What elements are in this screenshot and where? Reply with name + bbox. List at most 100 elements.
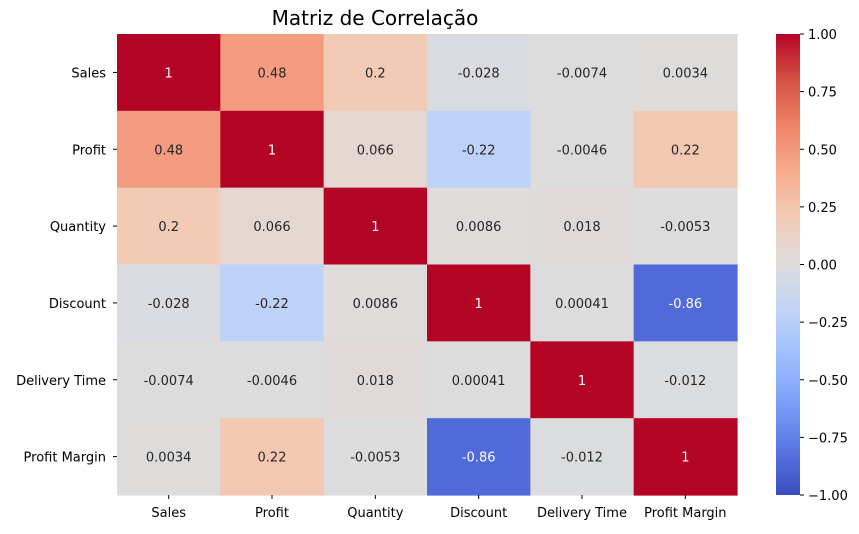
heatmap-cell (220, 110, 325, 189)
cell-label: -0.0074 (144, 374, 194, 389)
heatmap-cell (323, 341, 428, 419)
cell-label: -0.028 (458, 66, 500, 81)
cell-label: 0.018 (563, 220, 600, 235)
x-axis-ticks: Sales Profit Quantity Discount Delivery Time… (151, 495, 727, 521)
heatmap-cell (530, 418, 635, 496)
cell-label: -0.0074 (557, 66, 607, 81)
heatmap-cell (633, 187, 738, 266)
x-tick-label: Sales (151, 506, 186, 521)
x-tick-label: Quantity (347, 506, 403, 521)
colorbar-tick-label: 0.25 (808, 201, 837, 216)
x-tick-label: Profit (255, 506, 289, 521)
heatmap-cell (530, 264, 635, 342)
heatmap-cells (117, 34, 738, 496)
cell-label: 0.00041 (452, 374, 506, 389)
cell-label: -0.86 (462, 451, 496, 466)
x-tick-label: Profit Margin (644, 506, 726, 521)
cell-label: -0.22 (255, 297, 289, 312)
y-tick-label: Quantity (50, 220, 106, 235)
colorbar-tick-label: −0.25 (808, 316, 848, 331)
y-tick-label: Profit (72, 143, 106, 158)
cell-label: -0.86 (669, 297, 703, 312)
heatmap-cell (530, 187, 635, 266)
chart-title: Matriz de Correlação (272, 6, 479, 30)
cell-label: 1 (475, 297, 483, 312)
heatmap-cell (220, 187, 325, 266)
x-tick-label: Discount (450, 506, 507, 521)
heatmap-cell (427, 187, 531, 266)
colorbar-tick-label: 0.50 (808, 143, 837, 158)
heatmap-cell (323, 418, 428, 496)
colorbar: 1.00 0.75 0.50 0.25 0.00 −0.25 −0.50 −0.75 −1.00 (776, 28, 848, 504)
x-tick-label: Delivery Time (537, 506, 627, 521)
heatmap-cell (220, 264, 325, 342)
cell-label: 0.066 (357, 143, 394, 158)
y-tick-label: Delivery Time (16, 374, 106, 389)
heatmap-cell (323, 34, 428, 112)
cell-label: -0.012 (664, 374, 706, 389)
heatmap-cell (220, 34, 325, 112)
heatmap-cell (117, 34, 221, 112)
heatmap-cell (633, 418, 738, 496)
heatmap-cell (117, 187, 221, 266)
colorbar-tick-label: −1.00 (808, 489, 848, 504)
cell-label: 0.066 (253, 220, 290, 235)
heatmap-cell (117, 110, 221, 189)
heatmap-cell (117, 341, 221, 419)
cell-label: 0.2 (158, 220, 179, 235)
heatmap-cell (323, 187, 428, 266)
cell-label: -0.028 (148, 297, 190, 312)
heatmap-cell (633, 110, 738, 189)
cell-label: 1 (268, 143, 276, 158)
heatmap-cell (530, 34, 635, 112)
cell-label: -0.0046 (557, 143, 607, 158)
heatmap-cell (117, 418, 221, 496)
cell-label: 0.018 (357, 374, 394, 389)
cell-label: -0.0046 (247, 374, 297, 389)
heatmap-cell (323, 110, 428, 189)
y-tick-label: Sales (71, 66, 106, 81)
heatmap-cell (220, 418, 325, 496)
y-tick-label: Profit Margin (24, 451, 106, 466)
y-axis-ticks: Sales Profit Quantity Discount Delivery Time… (16, 66, 117, 466)
heatmap-cell (530, 110, 635, 189)
heatmap-cell (633, 264, 738, 342)
cell-label: 0.22 (671, 143, 700, 158)
cell-labels: 1 0.48 0.2 -0.028 -0.0074 0.0034 0.48 1 0.066 -0.… (144, 66, 711, 465)
cell-label: 1 (681, 451, 689, 466)
cell-label: 1 (165, 66, 173, 81)
cell-label: 1 (371, 220, 379, 235)
heatmap-cell (633, 341, 738, 419)
heatmap-cell (427, 34, 531, 112)
heatmap-cell (427, 341, 531, 419)
cell-label: 0.2 (365, 66, 386, 81)
cell-label: 0.00041 (555, 297, 609, 312)
heatmap-cell (427, 418, 531, 496)
colorbar-tick-label: 0.00 (808, 259, 837, 274)
heatmap-cell (220, 341, 325, 419)
heatmap-cell (323, 264, 428, 342)
cell-label: 0.48 (154, 143, 183, 158)
cell-label: 0.0086 (353, 297, 399, 312)
cell-label: 0.0034 (663, 66, 709, 81)
colorbar-gradient (776, 34, 800, 495)
cell-label: -0.22 (462, 143, 496, 158)
colorbar-tick-label: −0.75 (808, 431, 848, 446)
heatmap-cell (427, 264, 531, 342)
y-tick-label: Discount (49, 297, 106, 312)
colorbar-tick-label: 1.00 (808, 28, 837, 43)
heatmap-cell (530, 341, 635, 419)
cell-label: 1 (578, 374, 586, 389)
colorbar-tick-label: 0.75 (808, 86, 837, 101)
cell-label: 0.0086 (456, 220, 502, 235)
cell-label: -0.0053 (660, 220, 710, 235)
cell-label: 0.0034 (146, 451, 192, 466)
heatmap-cell (427, 110, 531, 189)
cell-label: -0.0053 (350, 451, 400, 466)
heatmap-cell (117, 264, 221, 342)
cell-label: 0.22 (258, 451, 287, 466)
cell-label: -0.012 (561, 451, 603, 466)
cell-label: 0.48 (258, 66, 287, 81)
